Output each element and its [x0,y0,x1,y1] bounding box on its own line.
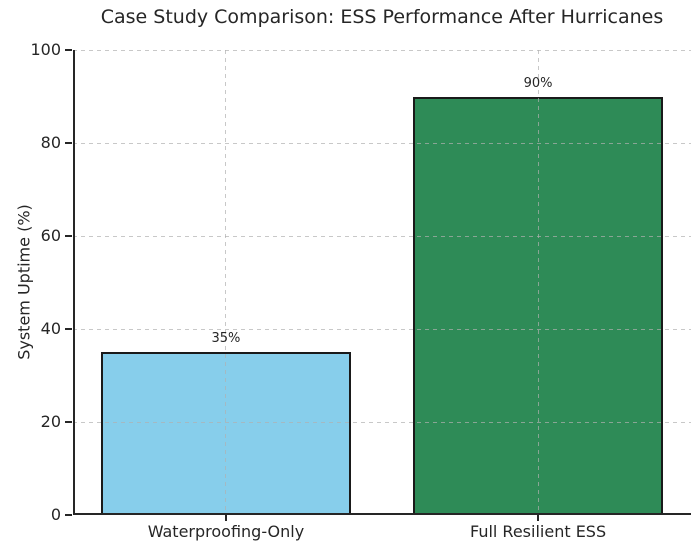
y-tick [65,421,72,423]
v-gridline [537,50,539,515]
bottom-spine [73,513,691,515]
h-gridline [73,328,691,330]
y-tick-label: 80 [40,133,61,152]
chart-title: Case Study Comparison: ESS Performance A… [100,6,664,28]
x-tick [224,515,227,521]
y-tick [65,328,72,330]
y-tick-label: 20 [40,412,61,431]
y-tick-label: 0 [50,505,61,524]
x-tick [537,515,540,521]
h-gridline [73,49,691,51]
y-tick-label: 40 [40,319,61,338]
left-spine [73,50,75,515]
y-tick-label: 60 [40,226,61,245]
v-gridline [225,50,227,515]
y-tick [65,235,72,237]
h-gridline [73,421,691,423]
x-tick-label: Waterproofing-Only [147,522,305,541]
bar-value-label: 35% [211,331,241,347]
y-tick [65,49,72,51]
y-tick [65,142,72,144]
h-gridline [73,142,691,144]
plot-area: 0 20 40 60 80 100 35% Waterproofing-Only 90% Full… [30,40,691,541]
y-tick-label: 100 [30,40,61,59]
h-gridline [73,235,691,237]
bar-value-label: 90% [523,75,553,91]
y-tick [65,514,72,516]
x-tick-label: Full Resilient ESS [469,522,607,541]
